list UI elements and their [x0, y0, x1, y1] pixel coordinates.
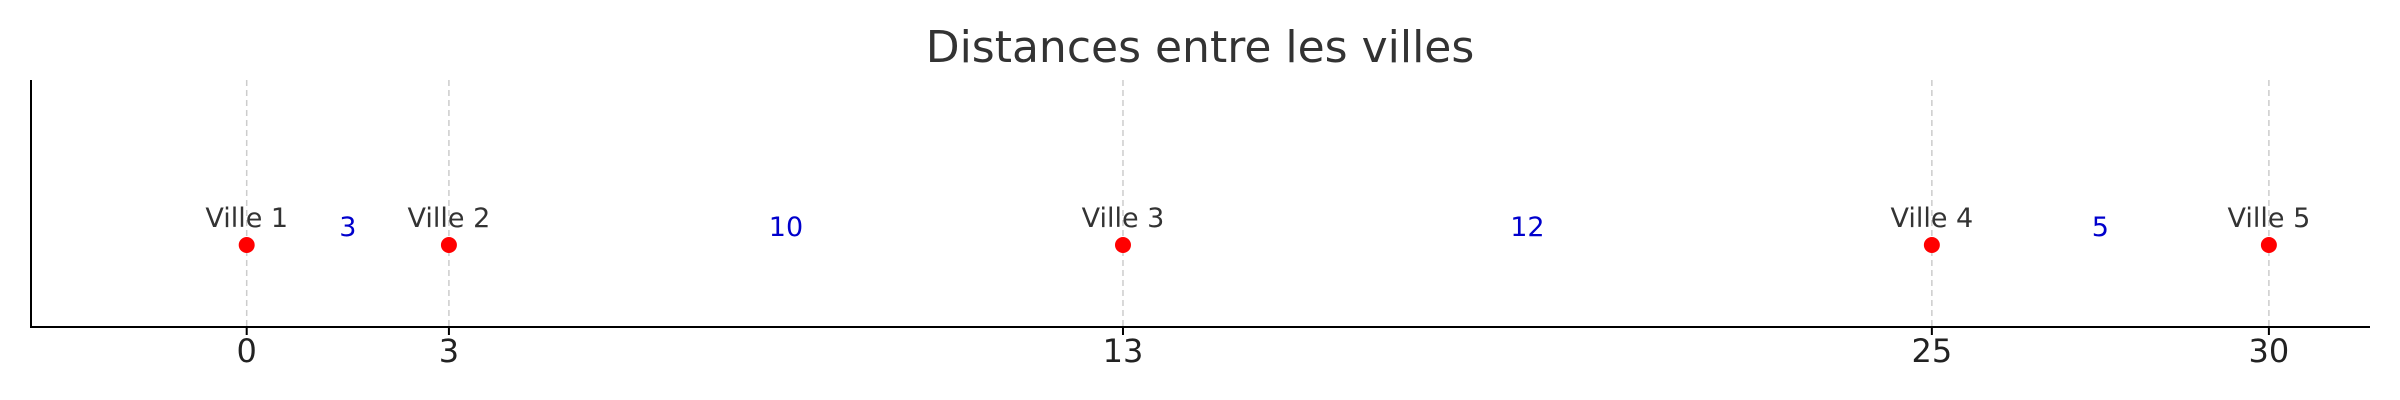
grid-lines — [245, 80, 2270, 327]
distance-label: 5 — [2092, 212, 2109, 243]
x-tick-label: 25 — [1911, 332, 1952, 370]
city-point — [440, 237, 457, 253]
x-tick-label: 0 — [237, 332, 257, 370]
city-label: Ville 2 — [408, 203, 491, 234]
chart-title: Distances entre les villes — [926, 22, 1475, 73]
x-tick-label: 30 — [2249, 332, 2290, 370]
city-point — [238, 237, 255, 253]
distance-label: 10 — [769, 212, 803, 243]
city-points: Ville 1 Ville 2 Ville 3 Ville 4 Ville 5 — [205, 203, 2310, 253]
city-label: Ville 1 — [205, 203, 288, 234]
city-point — [1114, 237, 1131, 253]
distance-labels: 3 10 12 5 — [339, 212, 2109, 243]
city-point — [2260, 237, 2277, 253]
distance-label: 3 — [339, 212, 356, 243]
city-label: Ville 4 — [1890, 203, 1973, 234]
x-tick-label: 3 — [439, 332, 459, 370]
x-axis-ticks: 0 3 13 25 30 — [237, 327, 2290, 370]
x-tick-label: 13 — [1103, 332, 1144, 370]
distance-label: 12 — [1510, 212, 1544, 243]
city-label: Ville 5 — [2228, 203, 2311, 234]
city-label: Ville 3 — [1082, 203, 1165, 234]
city-point — [1923, 237, 1940, 253]
